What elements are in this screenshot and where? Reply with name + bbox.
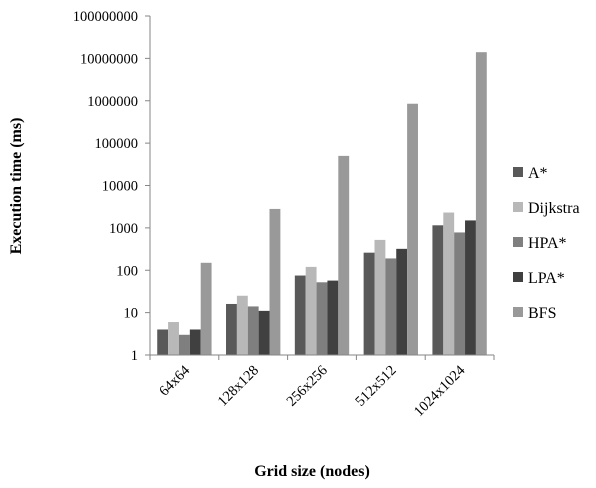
bar-lpa-128x128	[258, 310, 270, 355]
legend-swatch	[513, 272, 523, 282]
x-axis-title: Grid size (nodes)	[254, 463, 370, 480]
bar-series	[157, 52, 487, 355]
y-axis-ticks: 1 10 100 1000 10000 100000 1000000 10000000 1000…	[73, 9, 150, 364]
x-tick-label: 512x512	[352, 363, 399, 410]
bar-bfs-128x128	[269, 208, 281, 355]
bar-hpa-256x256	[316, 282, 328, 355]
bar-a-1024x1024	[432, 225, 444, 355]
legend-label: BFS	[528, 305, 556, 322]
bar-bfs-512x512	[407, 103, 418, 355]
bar-hpa-128x128	[247, 306, 259, 355]
x-tick-label: 64x64	[156, 362, 193, 399]
legend-swatch	[513, 202, 523, 212]
legend-swatch	[513, 307, 523, 317]
y-tick-label: 10000000	[80, 51, 138, 67]
bar-a-256x256	[294, 275, 306, 355]
bar-lpa-256x256	[327, 280, 339, 355]
legend-label: A*	[528, 165, 548, 182]
bar-a-512x512	[363, 252, 375, 355]
y-tick-label: 10000	[102, 179, 138, 195]
legend-label: LPA*	[528, 270, 565, 287]
bar-bfs-256x256	[338, 155, 350, 355]
bar-hpa-512x512	[385, 258, 397, 355]
legend-label: Dijkstra	[528, 200, 580, 217]
legend-label: HPA*	[528, 235, 567, 252]
y-tick-label: 1	[131, 348, 138, 364]
bar-dijkstra-256x256	[305, 266, 317, 355]
bar-hpa-1024x1024	[454, 232, 466, 355]
bar-hpa-64x64	[178, 334, 190, 355]
legend-swatch	[513, 237, 523, 247]
y-axis-title: Execution time (ms)	[8, 118, 25, 255]
bar-dijkstra-512x512	[374, 239, 386, 355]
x-tick-label: 128x128	[215, 363, 262, 410]
x-tick-label: 256x256	[284, 363, 331, 410]
bar-lpa-512x512	[396, 248, 408, 355]
bar-a-64x64	[157, 329, 169, 355]
y-tick-label: 100000	[95, 136, 139, 152]
y-tick-label: 10	[124, 306, 139, 322]
y-tick-label: 1000	[109, 221, 138, 237]
bar-lpa-64x64	[189, 329, 201, 355]
x-tick-label: 1024x1024	[411, 362, 469, 420]
bar-a-128x128	[226, 303, 237, 355]
y-tick-label: 100	[116, 263, 138, 279]
x-axis-ticks: 64x64 128x128 256x256 512x512 1024x1024	[149, 355, 495, 420]
legend-swatch	[513, 167, 523, 177]
bar-dijkstra-1024x1024	[443, 212, 455, 355]
y-tick-label: 1000000	[87, 94, 138, 110]
y-tick-label: 100000000	[73, 9, 138, 25]
bar-dijkstra-64x64	[168, 322, 179, 355]
bar-bfs-1024x1024	[475, 52, 487, 355]
bar-lpa-1024x1024	[465, 220, 476, 355]
legend: A* Dijkstra HPA* LPA* BFS	[513, 165, 580, 322]
bar-dijkstra-128x128	[236, 295, 248, 355]
bar-bfs-64x64	[200, 262, 212, 355]
